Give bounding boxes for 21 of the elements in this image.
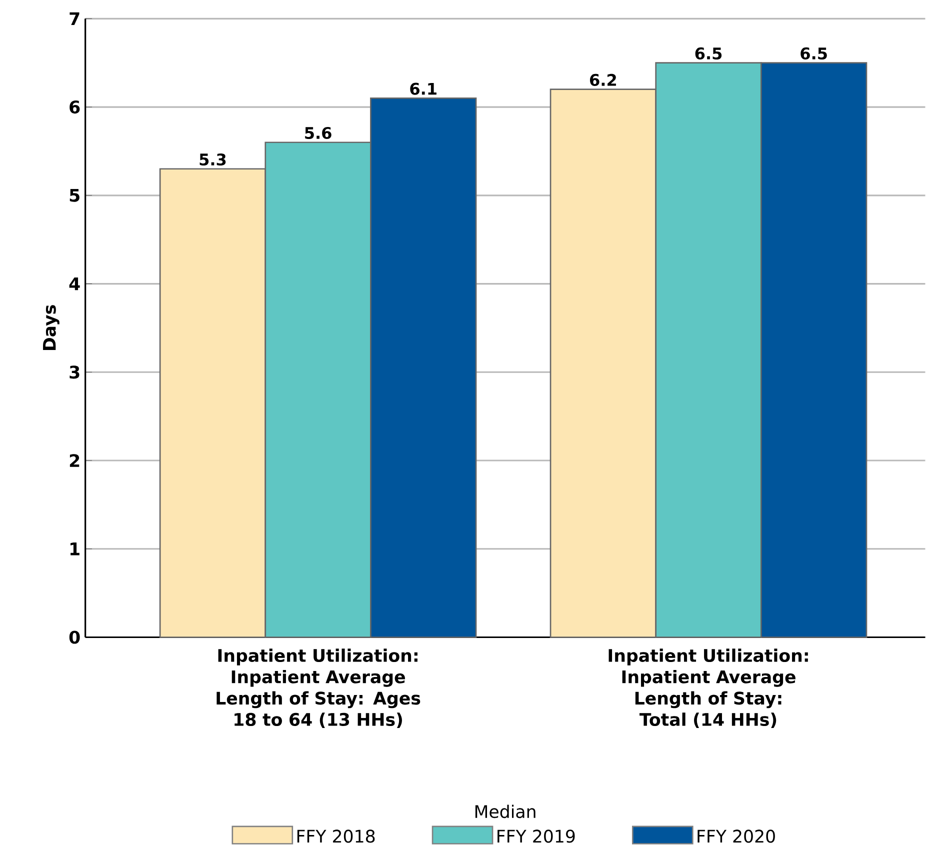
y-tick-label: 1 — [70, 542, 80, 556]
data-label: 6.1 — [410, 82, 436, 95]
legend-label: FFY 2018 — [297, 830, 375, 843]
legend-label: FFY 2019 — [498, 830, 575, 843]
data-label: 5.3 — [200, 154, 226, 166]
data-label: 5.6 — [305, 127, 332, 140]
data-label: 6.5 — [695, 47, 722, 60]
y-tick-label: 6 — [70, 100, 80, 114]
y-tick-label: 3 — [70, 366, 80, 379]
x-tick-label: Inpatient Utilization: Inpatient Average Length of Stay: Total (14 HHs) — [608, 648, 808, 728]
legend-label: FFY 2020 — [698, 830, 775, 843]
y-tick-label: 2 — [70, 454, 80, 467]
y-tick-label: 5 — [70, 189, 80, 202]
y-tick-label: 7 — [70, 12, 80, 26]
y-tick-label: 0 — [69, 630, 80, 644]
y-tick-label: 4 — [69, 278, 80, 290]
x-tick-label: Inpatient Utilization: Inpatient Average Length of Stay: Ages 18 to 64 (13 HHs) — [216, 648, 420, 728]
data-label: 6.5 — [800, 47, 827, 60]
legend-title: Median — [475, 804, 536, 818]
data-label: 6.2 — [590, 74, 616, 86]
y-axis-title: Days — [43, 305, 60, 350]
